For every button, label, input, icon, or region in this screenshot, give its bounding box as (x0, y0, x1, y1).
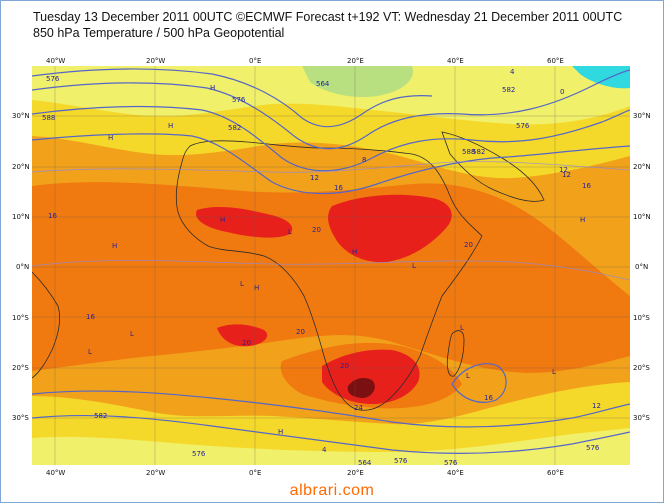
temperature-contours (32, 161, 630, 281)
contour-label: 576 (394, 457, 408, 465)
contour-label: 16 (334, 184, 343, 192)
lon-label-bottom: 60°E (547, 469, 564, 477)
contour-label: 12 (310, 174, 319, 182)
lat-label-left: 30°N (12, 112, 30, 120)
low-marker: L (466, 372, 470, 380)
contour-label: 24 (354, 404, 363, 412)
lat-label-right: 20°S (633, 364, 650, 372)
contour-label: 0 (560, 88, 565, 96)
high-marker: H (254, 284, 260, 292)
field-green-north (302, 66, 413, 98)
lon-label-top: 40°E (447, 57, 464, 65)
field-red-southwest (217, 324, 268, 347)
contour-label: 576 (232, 96, 246, 104)
lon-label-top: 20°W (146, 57, 166, 65)
coastline-africa (175, 140, 483, 411)
field-darkred-south (347, 378, 375, 398)
low-marker: L (240, 280, 244, 288)
contour-label: 576 (46, 75, 60, 83)
high-marker: H (210, 84, 216, 92)
lon-label-top: 20°E (347, 57, 364, 65)
lon-label-bottom: 20°W (146, 469, 166, 477)
contour-label: 564 (316, 80, 330, 88)
contour-label: 582 (472, 148, 486, 156)
title-line-1: Tuesday 13 December 2011 00UTC ©ECMWF Fo… (33, 10, 623, 24)
lat-label-right: 30°S (633, 414, 650, 422)
high-marker: H (220, 216, 226, 224)
title-line-2: 850 hPa Temperature / 500 hPa Geopotenti… (33, 26, 285, 40)
contour-label: 12 (559, 166, 568, 174)
contour-label: 20 (296, 328, 305, 336)
high-marker: H (168, 122, 174, 130)
field-red-south (322, 349, 420, 404)
lon-label-bottom: 40°W (46, 469, 66, 477)
field-orange-west (32, 182, 630, 373)
lon-label-bottom: 20°E (347, 469, 364, 477)
field-pale-south (32, 428, 630, 465)
lat-label-left: 20°N (12, 163, 30, 171)
high-marker: H (580, 216, 586, 224)
contour-label: 16 (484, 394, 493, 402)
contour-label: 20 (312, 226, 321, 234)
lat-label-left: 20°S (12, 364, 29, 372)
low-marker: L (288, 228, 292, 236)
low-marker: L (130, 330, 134, 338)
low-marker: L (88, 348, 92, 356)
high-marker: H (108, 134, 114, 142)
high-marker: H (352, 248, 358, 256)
high-marker: H (278, 428, 284, 436)
lat-label-right: 10°S (633, 314, 650, 322)
lat-label-right: 20°N (633, 163, 651, 171)
lat-label-right: 30°N (633, 112, 651, 120)
field-pale-north (32, 66, 630, 125)
lat-label-left: 30°S (12, 414, 29, 422)
low-marker: L (460, 324, 464, 332)
contour-label: 20 (340, 362, 349, 370)
lat-label-right: 10°N (633, 213, 651, 221)
map-svg (32, 66, 630, 465)
coastline-south-america (32, 271, 60, 379)
contour-label: 582 (94, 412, 108, 420)
contour-label: 576 (192, 450, 206, 458)
contour-label: 16 (582, 182, 591, 190)
low-marker: L (412, 262, 416, 270)
contour-label: 12 (592, 402, 601, 410)
contour-label: 20 (242, 339, 251, 347)
contour-label: 588 (462, 148, 476, 156)
contour-label: 582 (228, 124, 242, 132)
lon-label-top: 0°E (249, 57, 262, 65)
field-red-central (328, 194, 452, 263)
coastline-arabia (441, 131, 545, 202)
lat-label-left: 10°N (12, 213, 30, 221)
lon-label-bottom: 40°E (447, 469, 464, 477)
lat-label-left: 0°N (16, 263, 30, 271)
lat-label-left: 10°S (12, 314, 29, 322)
contour-label: 16 (86, 313, 95, 321)
contour-label: 576 (586, 444, 600, 452)
watermark-text: albrari.com (289, 482, 375, 499)
low-marker: L (552, 368, 556, 376)
weather-map: 576 564 576 582 588 576 582 588 4 8 12 1… (32, 66, 630, 465)
field-cyan-northeast (572, 66, 630, 89)
contour-label: 582 (502, 86, 516, 94)
contour-label: 576 (444, 459, 458, 465)
field-red-west (196, 207, 293, 238)
contour-label: 8 (362, 156, 367, 164)
lat-label-right: 0°N (635, 263, 649, 271)
contour-label: 4 (510, 68, 515, 76)
lon-label-top: 40°W (46, 57, 66, 65)
contour-label: 20 (464, 241, 473, 249)
contour-label: 564 (358, 459, 372, 465)
graticule (32, 66, 630, 465)
high-marker: H (112, 242, 118, 250)
geopotential-contours (32, 68, 630, 454)
contour-label: 4 (322, 446, 327, 454)
contour-label: 588 (42, 114, 56, 122)
lon-label-bottom: 0°E (249, 469, 262, 477)
lon-label-top: 60°E (547, 57, 564, 65)
contour-label: 576 (516, 122, 530, 130)
coastline-madagascar (446, 330, 465, 377)
contour-label: 16 (48, 212, 57, 220)
contour-label: 12 (562, 171, 571, 179)
